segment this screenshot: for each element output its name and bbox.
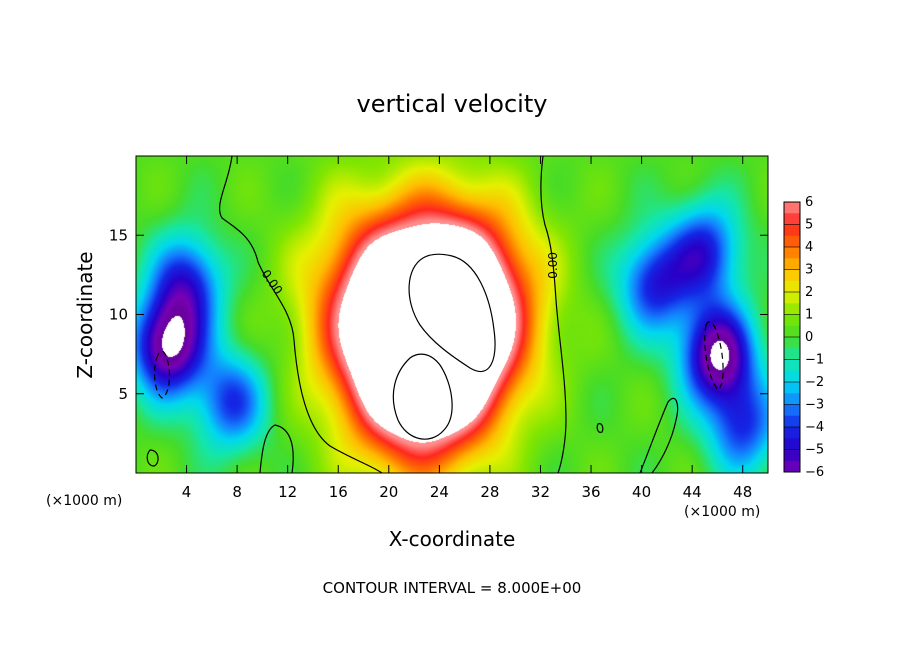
x-tick-label: 8 (232, 483, 242, 501)
colorbar-bin (784, 224, 800, 237)
colorbar-bin (784, 370, 800, 383)
x-tick-label: 12 (278, 483, 297, 501)
x-tick-label: 48 (733, 483, 752, 501)
colorbar-tick-label: 0 (805, 330, 813, 345)
y-tick-label: 10 (109, 306, 128, 324)
colorbar-tick-label: 5 (805, 218, 813, 233)
x-unit-label-right: (×1000 m) (684, 504, 760, 520)
x-tick-label: 4 (182, 483, 192, 501)
chart-title: vertical velocity (357, 90, 548, 118)
colorbar-tick-label: −4 (805, 420, 824, 435)
colorbar-tick-label: 4 (805, 240, 813, 255)
y-tick-label: 5 (118, 385, 128, 403)
colorbar-bin (784, 269, 800, 282)
x-tick-label: 40 (632, 483, 651, 501)
x-tick-label: 20 (379, 483, 398, 501)
colorbar-bin (784, 382, 800, 394)
contour-label: 0.00 (546, 252, 560, 279)
y-axis-title: Z-coordinate (73, 251, 97, 378)
colorbar-bin (784, 359, 800, 372)
contour-lower-left (259, 424, 294, 473)
x-tick-label: 16 (329, 483, 348, 501)
x-tick-label: 32 (531, 483, 550, 501)
colorbar-tick-label: 6 (805, 195, 813, 210)
zero-contour-right (540, 156, 567, 473)
x-tick-label: 36 (581, 483, 600, 501)
colorbar: 6 5 4 3 2 1 0 −1 −2 −3 −4 −5 −6 (783, 195, 824, 480)
colorbar-bin (784, 247, 800, 259)
colorbar-bin (784, 393, 800, 405)
colorbar-bin (784, 213, 800, 225)
x-axis-ticks: 4 8 12 16 20 24 28 32 36 40 44 48 (182, 156, 752, 501)
colorbar-tick-label: −3 (805, 398, 824, 413)
colorbar-bin (784, 404, 800, 417)
colorbar-bin (784, 438, 800, 450)
colorbar-bin (784, 415, 800, 428)
colorbar-bin (784, 202, 800, 214)
contour-small-left (146, 449, 159, 467)
x-unit-label-left: (×1000 m) (46, 493, 122, 509)
colorbar-tick-label: 3 (805, 263, 813, 278)
colorbar-bin (784, 235, 800, 248)
y-tick-label: 15 (109, 226, 128, 244)
contour-positive-inner (408, 253, 496, 373)
colorbar-bin (784, 280, 800, 293)
contour-lower-right (639, 397, 679, 473)
colorbar-tick-label: −6 (805, 465, 824, 480)
colorbar-bin (784, 449, 800, 462)
colorbar-bin (784, 258, 800, 270)
contour-lines (146, 156, 724, 473)
x-axis-title: X-coordinate (389, 527, 516, 551)
colorbar-bin (784, 460, 800, 473)
colorbar-bin (784, 325, 800, 338)
colorbar-tick-label: −5 (805, 443, 824, 458)
contour-negative-left (153, 350, 171, 399)
contour-negative-right (704, 321, 724, 391)
colorbar-bin (784, 348, 800, 360)
colorbar-bin (784, 427, 800, 439)
colorbar-bin (784, 314, 800, 327)
x-tick-label: 28 (480, 483, 499, 501)
colorbar-bin (784, 337, 800, 349)
velocity-field (136, 156, 768, 473)
colorbar-tick-label: −2 (805, 375, 824, 390)
contour-positive-core (392, 353, 453, 440)
contour-interval-note: CONTOUR INTERVAL = 8.000E+00 (323, 579, 582, 597)
colorbar-tick-label: 2 (805, 285, 813, 300)
colorbar-tick-label: 1 (805, 308, 813, 323)
colorbar-bin (784, 303, 800, 315)
contour-small-36 (596, 423, 604, 433)
colorbar-tick-label: −1 (805, 353, 824, 368)
x-tick-label: 44 (683, 483, 702, 501)
zero-contour-left (218, 156, 383, 473)
colorbar-bin (784, 292, 800, 304)
x-tick-label: 24 (430, 483, 449, 501)
y-axis-ticks: 5 10 15 (109, 226, 768, 403)
